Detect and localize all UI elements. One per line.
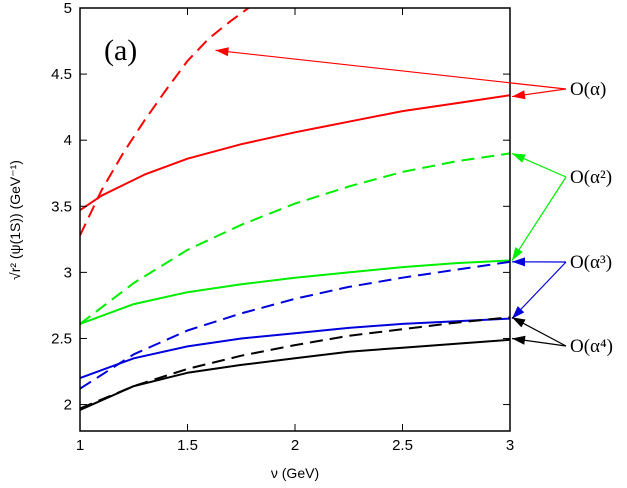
annotation-arrowhead [215,47,229,57]
y-tick-label: 4.5 [51,66,72,83]
annotation-arrowhead [512,317,526,328]
annotation-label: O(α) [570,79,606,100]
series-line-0-solid [80,94,510,212]
annotation-label: O(α²) [570,167,612,188]
y-tick-label: 3 [64,264,72,281]
x-tick-label: 2 [291,437,299,454]
y-tick-label: 2 [64,397,72,414]
x-tick-label: 1.5 [177,437,198,454]
series-line-5-dashed [80,260,510,390]
plot-frame [79,7,511,432]
y-tick-label: 2.5 [51,330,72,347]
annotation-arrowhead [512,306,525,319]
annotation-arrowhead [512,335,526,345]
ticks-layer: 1 1.5 2 2.5 3 2 2.5 3 3.5 4 4.5 5 [51,0,514,454]
series-line-2-solid [80,259,510,325]
annotation-arrow-line [511,176,567,261]
annotation-arrow-line [511,261,567,320]
annotation-layer: O(α) O(α²) O(α³) O(α⁴) [215,47,613,357]
y-axis-title: √r² (ψ(1S)) (GeV⁻¹) [7,160,23,280]
annotation-arrow-line [215,49,567,90]
series-line-4-solid [80,317,510,380]
annotation-arrowhead [512,153,526,163]
x-axis-title: ν (GeV) [271,465,319,481]
annotation-label: O(α³) [570,252,612,273]
annotation-arrowhead [512,257,526,267]
annotation-arrowhead [512,247,523,261]
x-tick-label: 3 [506,437,514,454]
panel-label: (a) [104,34,137,67]
y-tick-label: 4 [64,132,72,149]
series-line-6-solid [80,338,510,411]
series-line-1-dashed [80,8,251,236]
annotation-arrowhead [512,90,526,100]
y-tick-label: 3.5 [51,198,72,215]
x-tick-label: 1 [76,437,84,454]
y-tick-label: 5 [64,0,72,17]
series-line-7-dashed [80,316,510,410]
annotation-label: O(α⁴) [570,336,613,357]
series-line-3-dashed [80,152,510,325]
series-layer [80,8,510,411]
x-tick-label: 2.5 [392,437,413,454]
